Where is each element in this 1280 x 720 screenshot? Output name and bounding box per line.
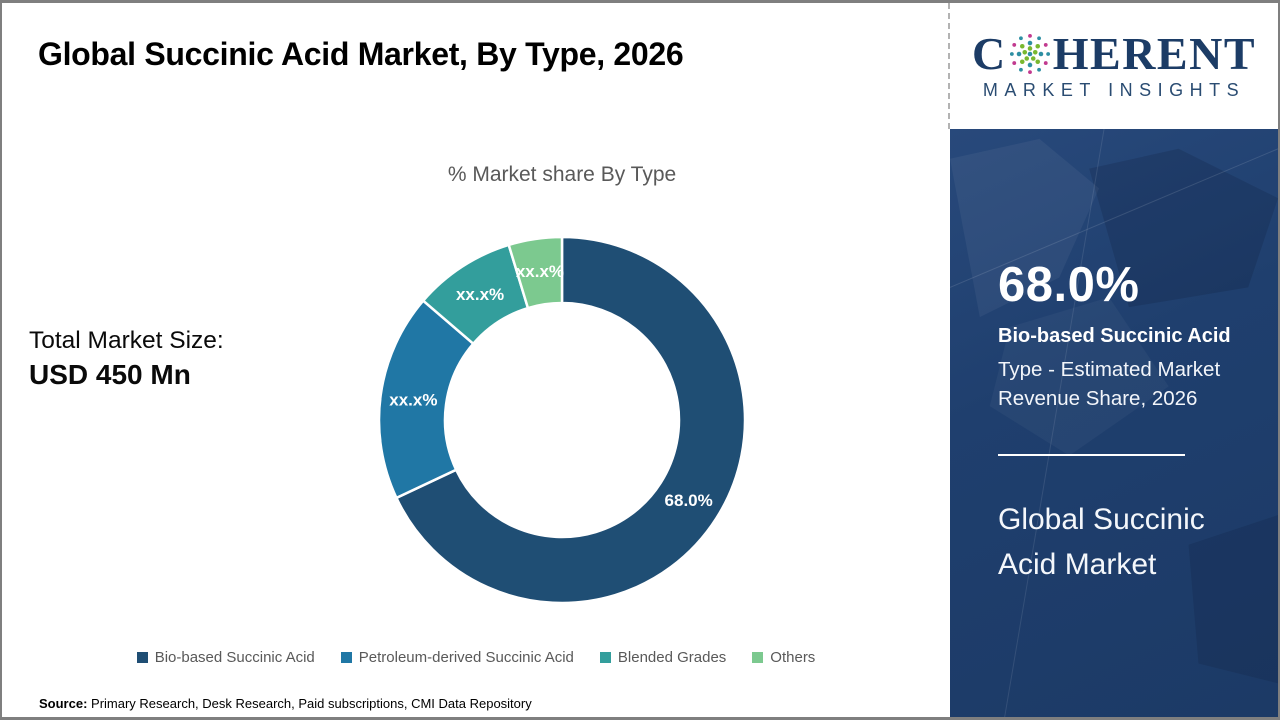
donut-chart: 68.0% xx.x% xx.x% xx.x% bbox=[377, 235, 747, 605]
donut-slice-0 bbox=[394, 235, 747, 605]
legend-item: Petroleum-derived Succinic Acid bbox=[340, 649, 574, 666]
source-label: Source: bbox=[39, 696, 88, 711]
highlight-stat-title: Bio-based Succinic Acid bbox=[998, 325, 1231, 347]
legend-label: Bio-based Succinic Acid bbox=[154, 649, 315, 666]
coherent-logo: C bbox=[972, 31, 1256, 101]
sidebar-divider bbox=[998, 454, 1185, 456]
globe-dots-icon bbox=[1009, 33, 1050, 75]
total-market-size-block: Total Market Size: USD 450 Mn bbox=[29, 327, 224, 391]
donut-slice-3 bbox=[507, 235, 564, 310]
slice-label-3: xx.x% bbox=[516, 262, 564, 281]
chart-legend: Bio-based Succinic Acid Petroleum-derived… bbox=[2, 649, 950, 666]
highlight-stat-value: 68.0% bbox=[998, 258, 1140, 312]
logo-letter: C bbox=[972, 28, 1007, 79]
slice-label-1: xx.x% bbox=[389, 390, 437, 409]
legend-item: Bio-based Succinic Acid bbox=[136, 649, 315, 666]
brand-area: C bbox=[948, 3, 1278, 129]
source-note: Source: Primary Research, Desk Research,… bbox=[39, 696, 532, 711]
legend-item: Others bbox=[752, 649, 815, 666]
legend-swatch-icon bbox=[340, 652, 352, 663]
legend-label: Others bbox=[770, 649, 816, 666]
slice-label-0: 68.0% bbox=[665, 491, 713, 510]
total-market-size-label: Total Market Size: bbox=[29, 327, 224, 354]
source-text: Primary Research, Desk Research, Paid su… bbox=[87, 696, 532, 711]
sidebar-market-name: Global Succinic Acid Market bbox=[998, 503, 1205, 581]
legend-swatch-icon bbox=[136, 652, 148, 663]
legend-item: Blended Grades bbox=[599, 649, 727, 666]
logo-letter-rest: HERENT bbox=[1052, 28, 1256, 79]
legend-label: Blended Grades bbox=[617, 649, 727, 666]
legend-label: Petroleum-derived Succinic Acid bbox=[358, 649, 574, 666]
chart-title: % Market share By Type bbox=[447, 163, 677, 186]
legend-swatch-icon bbox=[752, 652, 764, 663]
logo-subtitle: MARKET INSIGHTS bbox=[982, 80, 1246, 100]
logo-wordmark: C bbox=[972, 31, 1256, 77]
highlight-sidebar: 68.0% Bio-based Succinic Acid Type - Est… bbox=[950, 129, 1278, 717]
legend-swatch-icon bbox=[599, 652, 611, 663]
slice-label-2: xx.x% bbox=[456, 285, 504, 304]
highlight-stat-description: Type - Estimated Market Revenue Share, 2… bbox=[998, 358, 1221, 411]
total-market-size-value: USD 450 Mn bbox=[29, 359, 191, 390]
world-map-texture bbox=[950, 129, 1278, 717]
page-title: Global Succinic Acid Market, By Type, 20… bbox=[38, 36, 684, 72]
